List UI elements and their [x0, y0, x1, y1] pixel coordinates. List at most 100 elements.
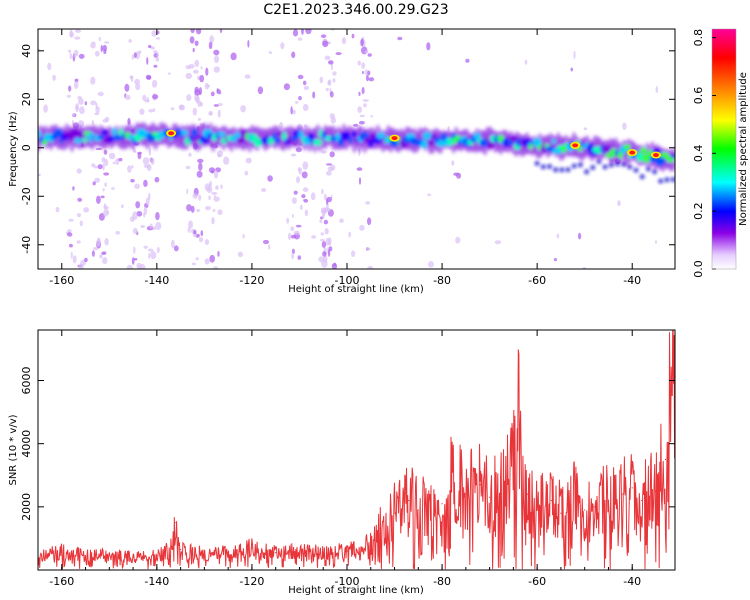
speckle — [76, 213, 82, 218]
speckle — [152, 108, 156, 112]
ridge-cell — [486, 141, 495, 149]
ridge-cell — [245, 132, 250, 140]
speckle — [73, 53, 77, 58]
speckle — [358, 177, 362, 185]
ridge-lower-cell — [615, 161, 620, 167]
ridge-lower-cell — [565, 167, 571, 173]
ridge-cell — [53, 128, 63, 138]
speckle — [152, 79, 158, 88]
speckle — [98, 36, 102, 42]
speckle — [157, 30, 160, 35]
snr-point — [451, 481, 453, 483]
speckle — [90, 76, 96, 85]
speckle — [143, 245, 148, 249]
speckle — [192, 193, 198, 199]
spectrogram-x-ticks: -160 -140 -120 -100 -80 -60 -40 — [49, 29, 641, 287]
colorbar-tick-label: 0.4 — [692, 145, 705, 163]
speckle — [364, 50, 369, 54]
chart-title: C2E1.2023.346.00.29.G23 — [263, 2, 448, 18]
ridge-cell — [335, 133, 340, 142]
ridge-cell — [133, 134, 143, 141]
y-tick-label: -20 — [20, 187, 33, 205]
speckle — [322, 207, 329, 213]
speckle — [524, 59, 528, 65]
colorbar-tick-label: 0.6 — [692, 87, 705, 105]
speckle — [292, 29, 299, 37]
speckle — [149, 223, 153, 229]
ridge-cell — [272, 132, 277, 140]
speckle — [103, 149, 108, 155]
ridge-cell — [338, 138, 344, 147]
speckle — [213, 49, 220, 56]
ridge-cell — [578, 146, 583, 152]
speckle — [142, 94, 147, 101]
speckle — [196, 208, 200, 213]
speckle — [367, 217, 372, 226]
speckle — [96, 195, 101, 204]
snr-point — [251, 547, 253, 549]
speckle — [155, 57, 160, 62]
snr-point — [517, 411, 519, 413]
speckle — [303, 80, 307, 86]
ridge-cell — [298, 131, 304, 139]
speckle — [348, 231, 352, 238]
ridge-cell — [623, 144, 631, 151]
speckle — [298, 96, 302, 101]
speckle — [143, 206, 148, 215]
speckle — [147, 248, 154, 252]
speckle — [447, 126, 450, 132]
speckle — [156, 37, 161, 40]
speckle — [103, 172, 110, 176]
speckle — [322, 251, 327, 257]
y-tick-label: 2000 — [20, 493, 33, 521]
speckle — [204, 239, 210, 245]
speckle — [301, 29, 304, 35]
speckle — [324, 55, 331, 61]
speckle — [97, 164, 103, 170]
speckle — [330, 63, 333, 71]
speckle — [341, 37, 347, 45]
ridge-lower-cell — [633, 167, 639, 173]
ridge-cell — [191, 128, 198, 137]
speckle — [327, 249, 331, 257]
speckle — [319, 76, 324, 84]
speckle — [47, 62, 52, 71]
speckle — [74, 36, 81, 40]
speckle — [210, 91, 215, 97]
x-tick-label: -40 — [623, 274, 641, 287]
speckle — [364, 69, 369, 76]
speckle — [132, 227, 138, 234]
speckle — [302, 187, 309, 193]
ridge-lower-cell — [571, 163, 577, 169]
speckle — [146, 56, 149, 65]
snr-point — [584, 509, 586, 511]
speckle — [55, 206, 60, 213]
speckle — [321, 241, 327, 248]
ridge-cell — [236, 137, 246, 143]
speckle — [197, 158, 204, 163]
ridge-lower-cell — [559, 167, 565, 173]
colorbar-label: Normalized spectral amplitude — [738, 72, 749, 226]
speckle — [302, 103, 309, 112]
speckle — [215, 185, 219, 190]
speckle — [351, 33, 355, 39]
speckle — [75, 29, 82, 33]
ridge-cell — [345, 131, 350, 141]
speckle — [268, 244, 271, 250]
speckle — [295, 147, 302, 153]
speckle — [72, 186, 75, 191]
speckle — [150, 46, 155, 50]
speckle — [573, 50, 576, 60]
speckle — [38, 173, 41, 177]
speckle — [332, 71, 337, 76]
speckle — [230, 52, 237, 61]
x-tick-label: -160 — [49, 575, 74, 588]
speckle — [67, 232, 73, 237]
snr-point — [346, 550, 348, 552]
speckle — [291, 253, 294, 260]
speckle — [186, 188, 189, 195]
y-tick-label: 0 — [20, 144, 33, 151]
speckle — [43, 104, 48, 113]
speckle — [293, 190, 298, 195]
